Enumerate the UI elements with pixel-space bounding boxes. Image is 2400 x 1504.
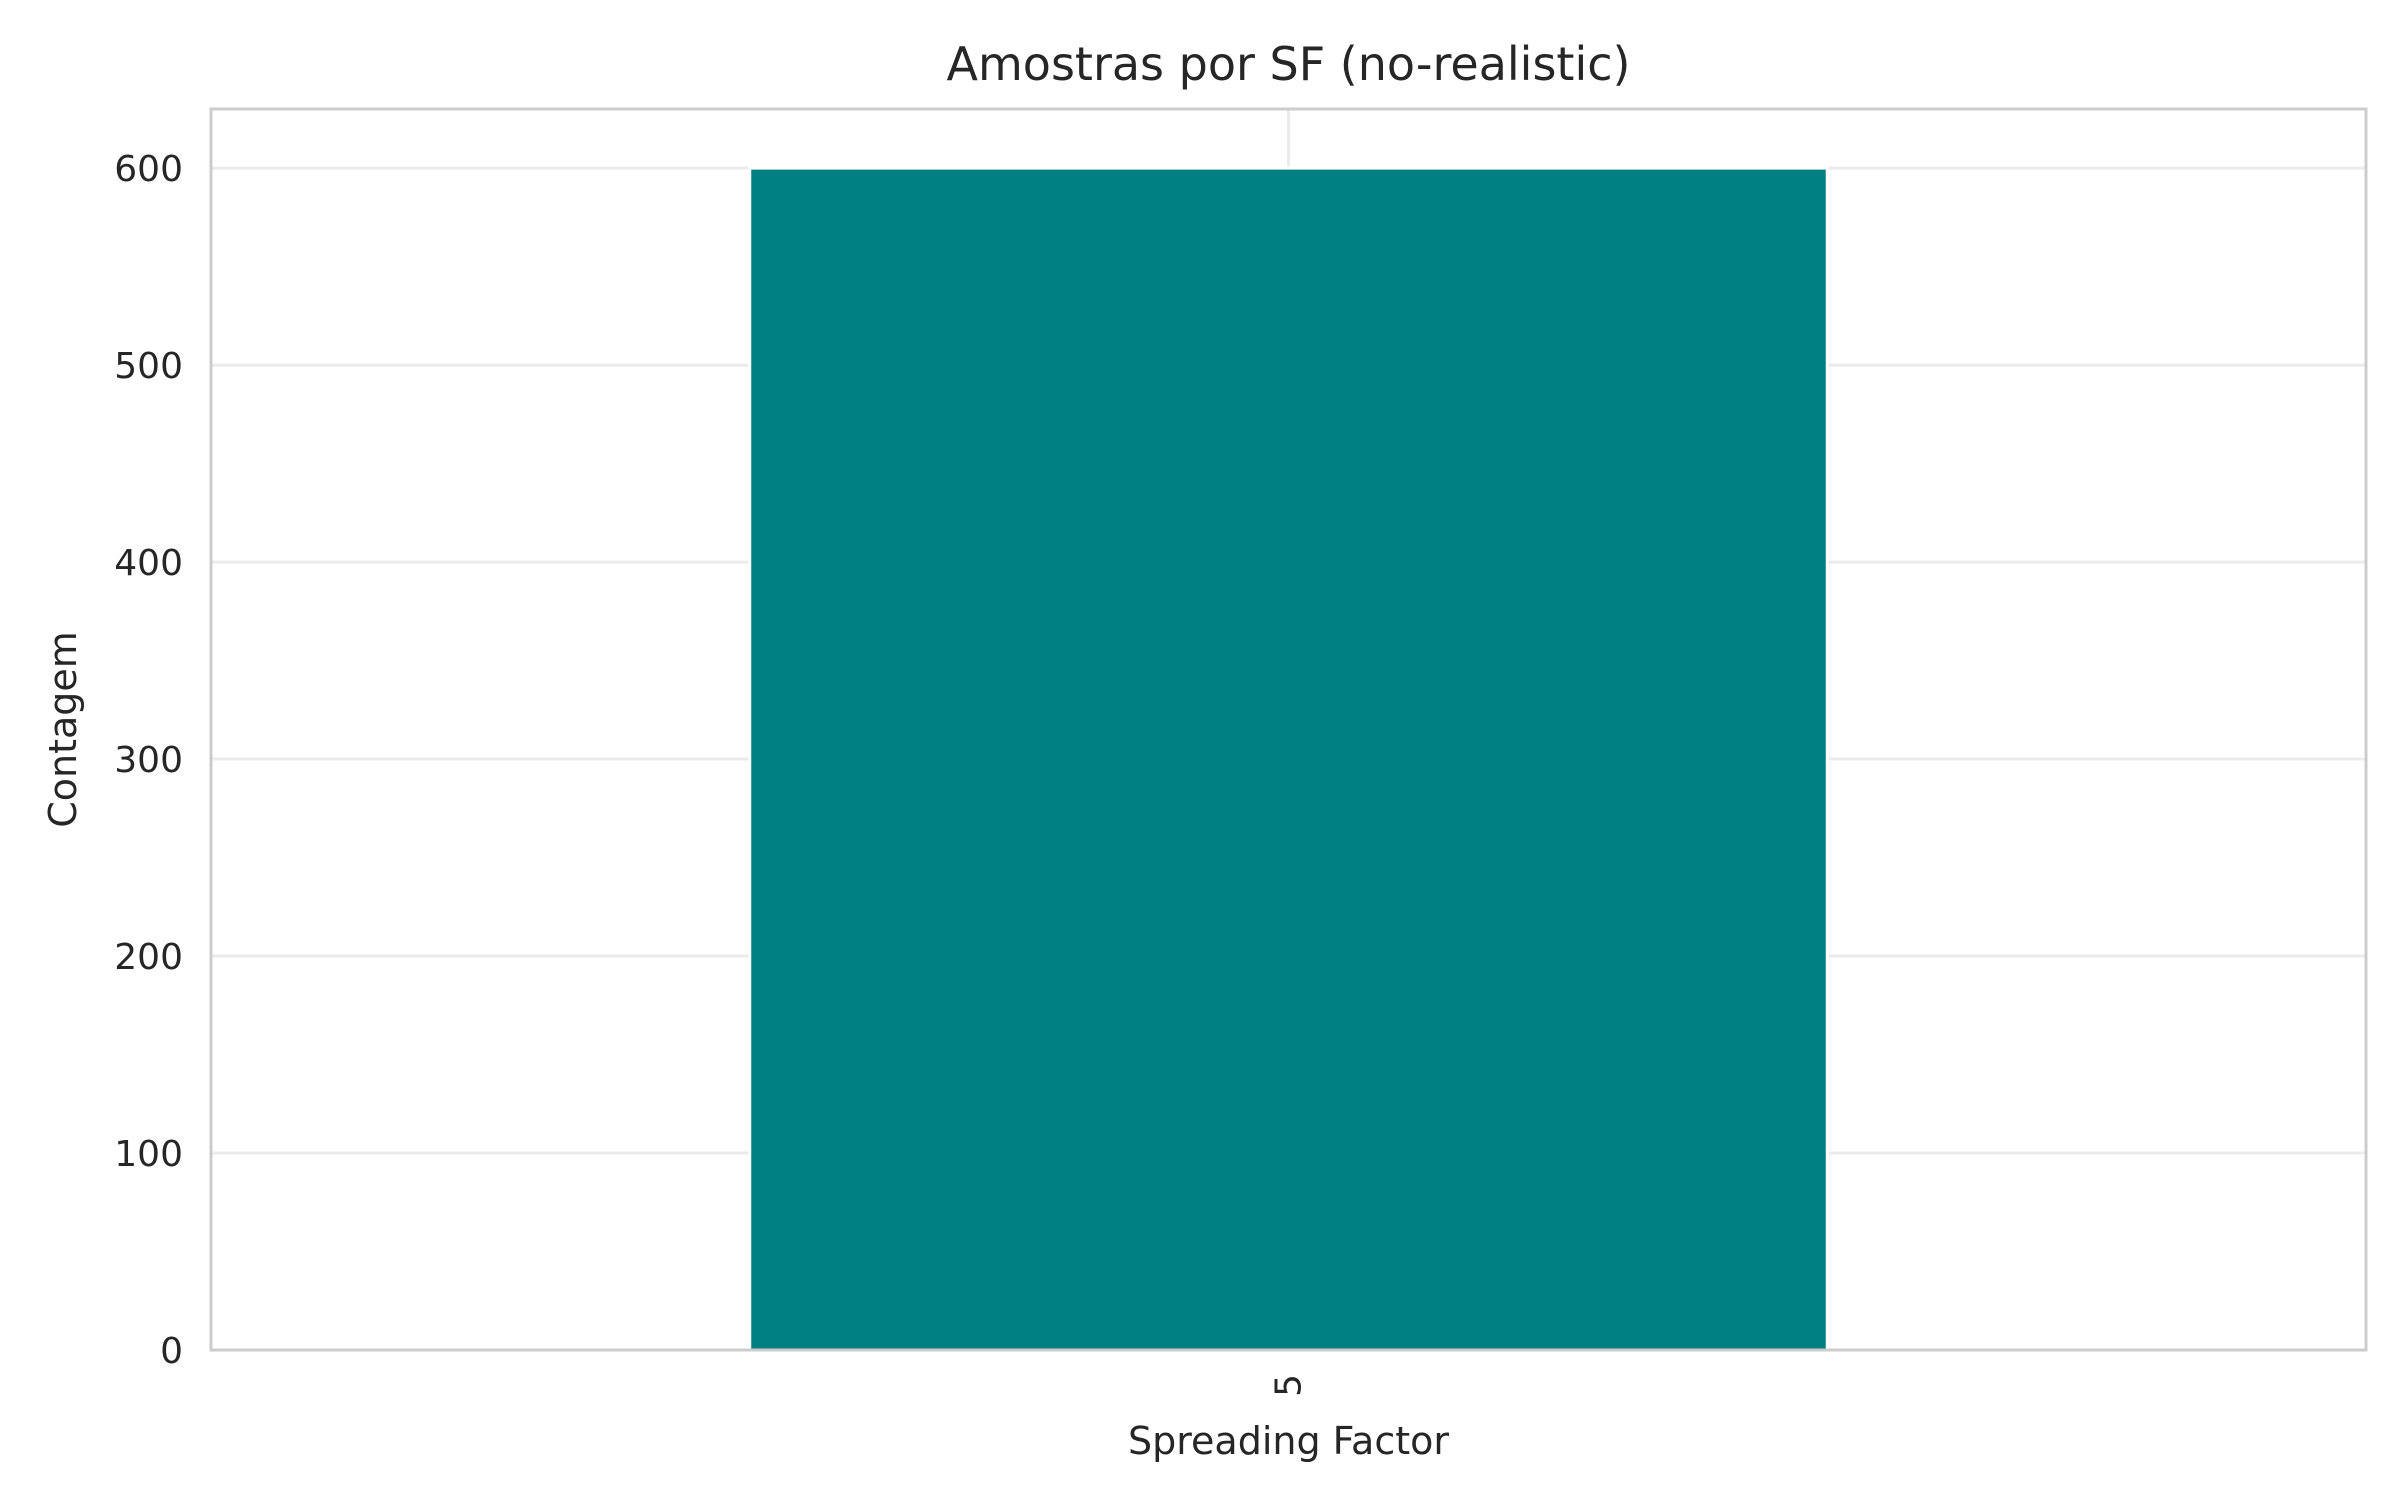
chart-title: Amostras por SF (no-realistic): [947, 37, 1631, 91]
y-tick-label: 500: [114, 346, 183, 387]
x-axis-label: Spreading Factor: [1128, 1419, 1449, 1463]
y-tick-label: 100: [114, 1134, 183, 1175]
x-ticks: 5: [1269, 1374, 1310, 1397]
y-ticks: 0 100 200 300 400 500 600: [114, 149, 183, 1372]
y-tick-label: 300: [114, 740, 183, 781]
y-tick-label: 0: [160, 1331, 183, 1372]
bars: [750, 168, 1828, 1350]
bar-5: [750, 168, 1828, 1350]
y-tick-label: 600: [114, 149, 183, 190]
x-tick-label: 5: [1269, 1374, 1310, 1397]
y-axis-label: Contagem: [41, 631, 85, 828]
y-tick-label: 200: [114, 937, 183, 978]
y-tick-label: 400: [114, 543, 183, 584]
